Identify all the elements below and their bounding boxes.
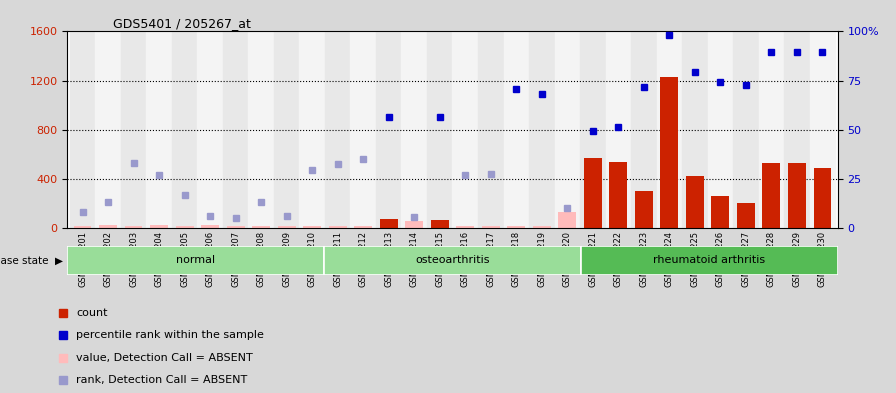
Bar [657, 31, 682, 228]
Bar [95, 31, 121, 228]
Bar [125, 226, 142, 228]
Bar [482, 226, 500, 228]
Bar [227, 226, 245, 228]
Bar [405, 220, 423, 228]
Text: disease state  ▶: disease state ▶ [0, 255, 63, 265]
Text: rheumatoid arthritis: rheumatoid arthritis [653, 255, 765, 265]
Bar [121, 31, 146, 228]
Bar [580, 31, 606, 228]
Bar [252, 226, 270, 228]
Bar [584, 158, 602, 228]
Bar [762, 163, 780, 228]
Bar [427, 31, 452, 228]
Bar [452, 31, 478, 228]
Bar [151, 225, 168, 228]
Bar [711, 196, 729, 228]
Bar [504, 31, 529, 228]
Bar [784, 31, 810, 228]
Bar [325, 31, 350, 228]
Bar [329, 226, 347, 228]
Bar [278, 226, 296, 228]
Bar [299, 31, 325, 228]
Bar [401, 31, 427, 228]
Bar [759, 31, 784, 228]
Bar [737, 204, 754, 228]
Bar [631, 31, 657, 228]
Bar [581, 246, 838, 275]
Bar [507, 226, 525, 228]
Bar [456, 226, 474, 228]
Text: value, Detection Call = ABSENT: value, Detection Call = ABSENT [76, 353, 253, 363]
Bar [606, 31, 631, 228]
Bar [478, 31, 504, 228]
Bar [555, 31, 580, 228]
Bar [708, 31, 733, 228]
Bar [376, 31, 401, 228]
Bar [248, 31, 274, 228]
Bar [172, 31, 197, 228]
Bar [682, 31, 708, 228]
Bar [733, 31, 759, 228]
Bar [529, 31, 555, 228]
Text: GDS5401 / 205267_at: GDS5401 / 205267_at [114, 17, 251, 30]
Bar [354, 226, 372, 228]
Bar [609, 162, 627, 228]
Text: count: count [76, 308, 108, 318]
Bar [303, 226, 321, 228]
Text: normal: normal [177, 255, 215, 265]
Bar [558, 212, 576, 228]
Bar [73, 226, 91, 228]
Bar [810, 31, 835, 228]
Bar [67, 246, 324, 275]
Bar [431, 220, 449, 228]
Bar [380, 219, 398, 228]
Bar [99, 226, 117, 228]
Bar [686, 176, 703, 228]
Bar [176, 226, 194, 228]
Bar [146, 31, 172, 228]
Text: rank, Detection Call = ABSENT: rank, Detection Call = ABSENT [76, 375, 247, 386]
Bar [635, 191, 653, 228]
Bar [814, 168, 831, 228]
Bar [70, 31, 95, 228]
Bar [197, 31, 223, 228]
Bar [274, 31, 299, 228]
Text: osteoarthritis: osteoarthritis [415, 255, 490, 265]
Bar [202, 226, 219, 228]
Text: percentile rank within the sample: percentile rank within the sample [76, 331, 264, 340]
Bar [350, 31, 376, 228]
Bar [660, 77, 678, 228]
Bar [533, 226, 551, 228]
Bar [788, 163, 806, 228]
Bar [324, 246, 581, 275]
Bar [223, 31, 248, 228]
